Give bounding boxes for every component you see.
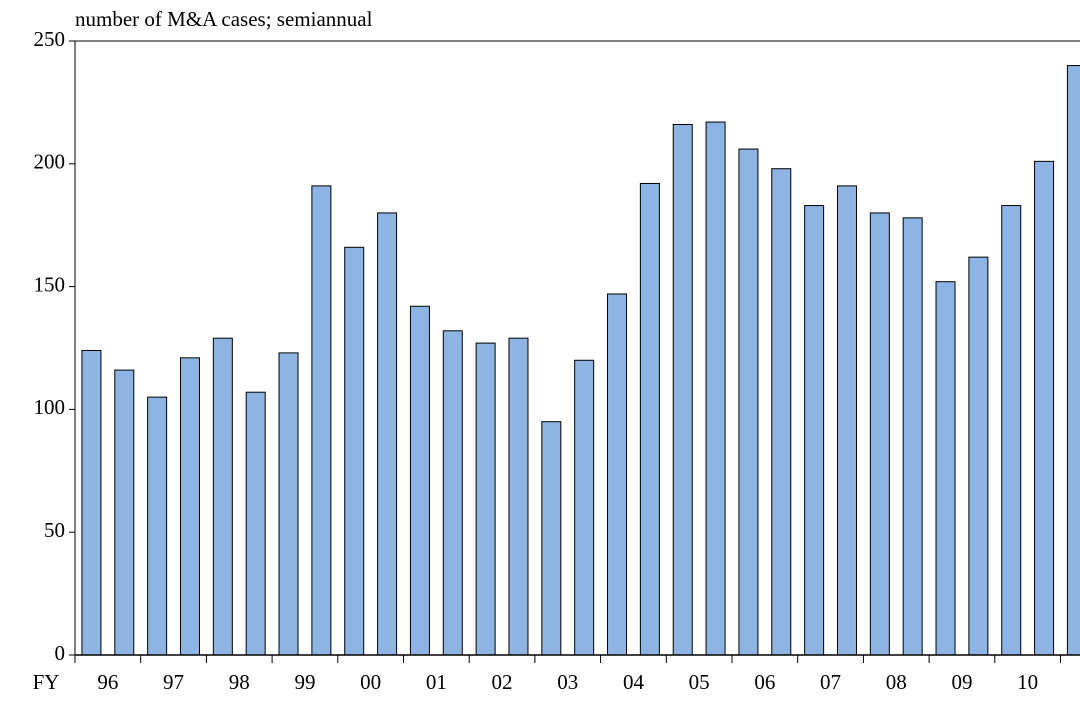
y-tick-label: 0 xyxy=(55,641,66,665)
bar xyxy=(179,357,200,656)
x-tick-label: 05 xyxy=(689,670,710,694)
bar xyxy=(836,185,857,656)
x-tick-label: 96 xyxy=(97,670,118,694)
x-axis-label: FY xyxy=(33,670,60,694)
bar xyxy=(574,359,595,656)
x-tick-label: 99 xyxy=(294,670,315,694)
bar xyxy=(935,281,956,656)
bar xyxy=(278,352,299,656)
bar xyxy=(672,124,693,656)
y-tick-label: 100 xyxy=(34,395,66,419)
y-tick-label: 150 xyxy=(34,272,66,296)
x-tick-label: 08 xyxy=(886,670,907,694)
y-tick-label: 200 xyxy=(34,150,66,174)
bar xyxy=(508,337,529,656)
bar xyxy=(212,337,233,656)
y-tick-label: 250 xyxy=(34,27,66,51)
x-tick-label: 00 xyxy=(360,670,381,694)
bar xyxy=(541,421,562,656)
x-tick-label: 03 xyxy=(557,670,578,694)
y-tick-label: 50 xyxy=(44,518,65,542)
bar xyxy=(705,121,726,656)
bar xyxy=(409,305,430,656)
x-tick-label: 98 xyxy=(229,670,250,694)
bar xyxy=(902,217,923,656)
x-tick-label: 02 xyxy=(492,670,513,694)
bar xyxy=(1001,205,1022,656)
bar xyxy=(147,396,168,656)
bar xyxy=(311,185,332,656)
bar xyxy=(869,212,890,656)
bar xyxy=(1066,65,1080,656)
x-tick-label: 06 xyxy=(754,670,775,694)
bar xyxy=(804,205,825,656)
bar xyxy=(377,212,398,656)
x-tick-label: 01 xyxy=(426,670,447,694)
x-tick-label: 04 xyxy=(623,670,645,694)
bar xyxy=(607,293,628,656)
bar xyxy=(639,182,660,656)
x-tick-label: 97 xyxy=(163,670,184,694)
x-tick-label: 09 xyxy=(951,670,972,694)
bar xyxy=(81,349,102,656)
bar xyxy=(968,256,989,656)
bar xyxy=(344,246,365,656)
x-tick-label: 10 xyxy=(1017,670,1038,694)
bar xyxy=(738,148,759,656)
bar xyxy=(475,342,496,656)
bar xyxy=(771,168,792,656)
x-tick-label: 07 xyxy=(820,670,841,694)
bar xyxy=(1034,160,1055,656)
bar xyxy=(114,369,135,656)
chart-title: number of M&A cases; semiannual xyxy=(75,7,373,31)
bar xyxy=(245,391,266,656)
bar xyxy=(442,330,463,656)
